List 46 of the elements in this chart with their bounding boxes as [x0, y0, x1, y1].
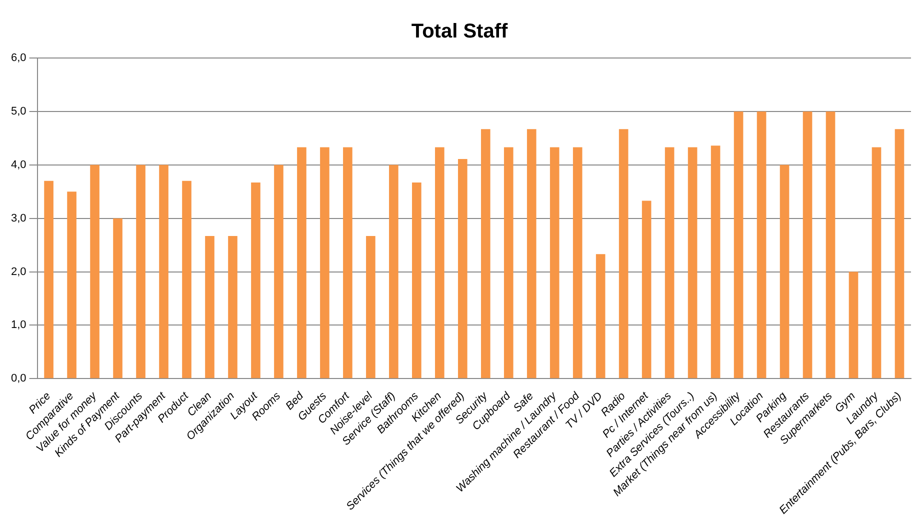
bar [274, 164, 284, 378]
bar [67, 192, 76, 378]
bar [848, 272, 858, 378]
bar [756, 111, 766, 378]
y-tick-label: 1,0 [10, 319, 26, 332]
bar [826, 111, 836, 378]
bar [90, 164, 100, 378]
bar [412, 182, 422, 378]
bar [113, 218, 122, 378]
bar [550, 147, 560, 378]
bar [343, 147, 352, 378]
bar [642, 200, 652, 378]
bar [251, 182, 260, 378]
bar [205, 236, 214, 378]
bar [894, 129, 904, 378]
bar [618, 129, 628, 378]
bar [572, 147, 582, 378]
y-tick-label: 6,0 [10, 52, 26, 64]
bar [504, 147, 514, 378]
bar [458, 159, 468, 378]
bar [480, 129, 490, 378]
bar [780, 164, 790, 378]
bar [526, 129, 536, 378]
bar [366, 236, 376, 378]
bar [44, 180, 54, 378]
bar [228, 236, 238, 378]
y-tick-label: 0,0 [10, 372, 26, 385]
bar [159, 164, 168, 378]
bar [297, 147, 306, 378]
bar [182, 180, 192, 378]
bar [802, 111, 812, 378]
y-tick-label: 5,0 [10, 105, 26, 118]
bar [688, 147, 698, 378]
bar [136, 164, 146, 378]
bar [872, 147, 882, 378]
bar [734, 111, 744, 378]
bar [435, 147, 444, 378]
bar [389, 164, 398, 378]
bar [320, 147, 330, 378]
y-tick-label: 2,0 [10, 266, 26, 278]
bar [710, 146, 720, 378]
bar [664, 147, 674, 378]
bar [596, 254, 606, 378]
y-tick-label: 4,0 [10, 158, 26, 171]
chart-title: Total Staff [411, 20, 508, 43]
y-tick-label: 3,0 [10, 212, 26, 224]
